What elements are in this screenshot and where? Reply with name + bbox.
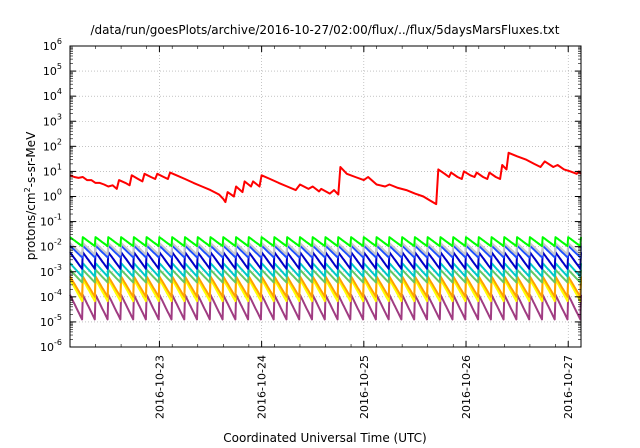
y-tick-label: 103 <box>43 112 62 128</box>
y-tick-label: 10-3 <box>40 263 62 279</box>
y-tick-label: 100 <box>43 188 62 204</box>
y-tick-label: 104 <box>43 87 62 103</box>
y-tick-label: 10-5 <box>40 313 62 329</box>
series-line <box>69 236 582 248</box>
x-tick-label: 2016-10-27 <box>562 355 575 419</box>
y-tick-label: 10-1 <box>40 213 62 229</box>
x-tick-label: 2016-10-24 <box>256 355 269 419</box>
chart-title: /data/run/goesPlots/archive/2016-10-27/0… <box>91 23 560 37</box>
x-axis-label: Coordinated Universal Time (UTC) <box>223 431 426 445</box>
y-tick-label: 106 <box>43 37 62 53</box>
y-tick-label: 10-6 <box>40 338 62 354</box>
y-axis-label: protons/cm2-s-sr-MeV <box>23 131 38 260</box>
y-axis: 10-6 10-5 10-4 10-3 10-2 10-1 100 101 102 103 104 1… <box>40 37 581 354</box>
x-tick-label: 2016-10-25 <box>358 355 371 419</box>
y-tick-label: 10-2 <box>40 238 62 254</box>
x-tick-label: 2016-10-26 <box>460 355 473 419</box>
y-tick-label: 105 <box>43 62 62 78</box>
y-tick-label: 101 <box>43 162 62 178</box>
x-axis: 2016-10-23 2016-10-24 2016-10-25 2016-10-26… <box>69 46 582 419</box>
series-group <box>69 151 582 321</box>
y-tick-label: 10-4 <box>40 288 62 304</box>
y-tick-label: 102 <box>43 137 62 153</box>
x-tick-label: 2016-10-23 <box>153 355 166 419</box>
series-line <box>69 151 582 206</box>
